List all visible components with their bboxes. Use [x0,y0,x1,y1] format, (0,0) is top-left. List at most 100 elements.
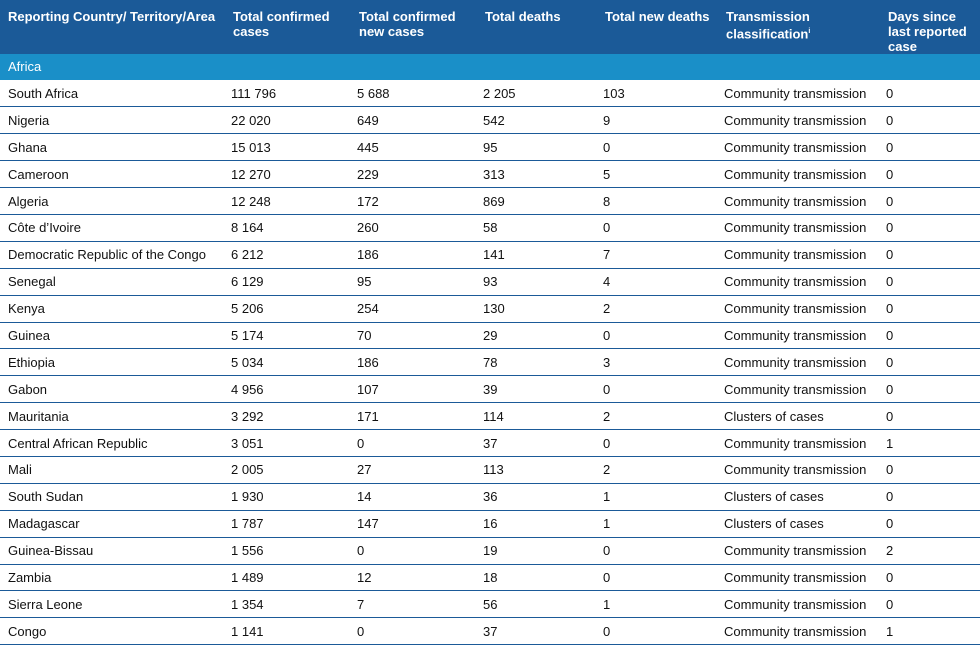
cell-days-since-last-case: 1 [880,429,980,457]
header-transmission-classification: Transmission classificationi [718,0,880,54]
cell-total-confirmed-cases: 15 013 [225,133,351,162]
cell-total-confirmed-new-cases: 0 [351,537,477,565]
cell-total-confirmed-cases: 6 212 [225,241,351,269]
cell-total-new-deaths: 7 [597,241,718,269]
cell-days-since-last-case: 0 [880,106,980,135]
cell-transmission-classification: Community transmission [718,106,880,135]
footnote-marker: i [808,28,811,35]
cell-total-new-deaths: 5 [597,160,718,189]
cell-total-deaths: 141 [477,241,597,269]
cell-transmission-classification: Community transmission [718,214,880,242]
cell-country: Ethiopia [0,348,225,377]
cell-total-confirmed-cases: 1 930 [225,483,351,511]
cell-total-new-deaths: 103 [597,80,718,108]
cell-transmission-classification: Community transmission [718,322,880,350]
header-total-confirmed-new-cases: Total confirmed new cases [351,0,477,54]
cell-transmission-classification: Community transmission [718,80,880,108]
cell-total-confirmed-new-cases: 445 [351,133,477,162]
cell-days-since-last-case: 0 [880,241,980,269]
cell-total-confirmed-cases: 4 956 [225,375,351,404]
cell-transmission-classification: Community transmission [718,429,880,457]
cell-transmission-classification: Community transmission [718,268,880,296]
cell-total-confirmed-new-cases: 147 [351,510,477,538]
cell-total-deaths: 95 [477,133,597,162]
cell-total-new-deaths: 0 [597,375,718,404]
cell-total-confirmed-new-cases: 27 [351,456,477,484]
cell-total-new-deaths: 2 [597,402,718,431]
cell-total-confirmed-new-cases: 5 688 [351,80,477,108]
table-row: Ethiopia 5 034 186 78 3 Community transmissio… [0,348,980,377]
cell-transmission-classification: Community transmission [718,375,880,404]
table-row: Mali 2 005 27 113 2 Community transmission 0 [0,456,980,484]
cell-days-since-last-case: 0 [880,322,980,350]
cell-total-confirmed-cases: 22 020 [225,106,351,135]
cell-total-confirmed-new-cases: 186 [351,348,477,377]
cell-total-new-deaths: 1 [597,510,718,538]
cell-total-confirmed-new-cases: 172 [351,187,477,215]
cell-total-deaths: 78 [477,348,597,377]
cell-total-confirmed-cases: 1 141 [225,617,351,645]
cell-days-since-last-case: 0 [880,80,980,108]
cell-total-confirmed-new-cases: 12 [351,564,477,592]
cell-country: Algeria [0,187,225,215]
cell-transmission-classification: Community transmission [718,241,880,269]
cell-total-confirmed-cases: 3 292 [225,402,351,431]
cell-country: Gabon [0,375,225,404]
cell-transmission-classification: Community transmission [718,537,880,565]
cell-total-new-deaths: 2 [597,295,718,323]
cell-total-deaths: 58 [477,214,597,242]
cell-total-confirmed-new-cases: 14 [351,483,477,511]
cell-country: Madagascar [0,510,225,538]
cell-total-new-deaths: 0 [597,617,718,645]
cell-total-deaths: 2 205 [477,80,597,108]
table-row: Ghana 15 013 445 95 0 Community transmission 0 [0,133,980,162]
cell-total-confirmed-cases: 1 489 [225,564,351,592]
cell-total-new-deaths: 1 [597,590,718,619]
cell-total-new-deaths: 1 [597,483,718,511]
table-row: Central African Republic 3 051 0 37 0 Communi… [0,429,980,457]
header-days-since-last-case: Days since last reported case [880,0,980,54]
cell-total-confirmed-cases: 2 005 [225,456,351,484]
cell-total-new-deaths: 0 [597,322,718,350]
cell-country: Guinea-Bissau [0,537,225,565]
cell-total-confirmed-cases: 5 034 [225,348,351,377]
cell-country: Cameroon [0,160,225,189]
cell-total-deaths: 39 [477,375,597,404]
cell-total-confirmed-new-cases: 229 [351,160,477,189]
table-row: Mauritania 3 292 171 114 2 Clusters of cases 0 [0,402,980,431]
cell-transmission-classification: Community transmission [718,590,880,619]
table-row: Gabon 4 956 107 39 0 Community transmission 0 [0,375,980,404]
cell-days-since-last-case: 0 [880,348,980,377]
cell-total-deaths: 113 [477,456,597,484]
cell-total-new-deaths: 9 [597,106,718,135]
cell-total-deaths: 56 [477,590,597,619]
cell-total-confirmed-new-cases: 0 [351,617,477,645]
cell-total-confirmed-new-cases: 95 [351,268,477,296]
cell-total-confirmed-new-cases: 186 [351,241,477,269]
cell-country: Mauritania [0,402,225,431]
cell-total-confirmed-cases: 1 787 [225,510,351,538]
cell-total-new-deaths: 0 [597,133,718,162]
cell-total-deaths: 19 [477,537,597,565]
cell-country: Guinea [0,322,225,350]
cell-total-new-deaths: 8 [597,187,718,215]
cell-transmission-classification: Clusters of cases [718,483,880,511]
table-row: Zambia 1 489 12 18 0 Community transmission 0 [0,564,980,592]
table-row: Democratic Republic of the Congo 6 212 186… [0,241,980,269]
cell-total-deaths: 313 [477,160,597,189]
cell-total-confirmed-cases: 3 051 [225,429,351,457]
cell-total-confirmed-new-cases: 107 [351,375,477,404]
cell-country: Nigeria [0,106,225,135]
cell-transmission-classification: Clusters of cases [718,402,880,431]
cell-total-confirmed-new-cases: 70 [351,322,477,350]
cell-total-confirmed-cases: 5 206 [225,295,351,323]
table-row: Nigeria 22 020 649 542 9 Community transmissi… [0,106,980,135]
cell-days-since-last-case: 1 [880,617,980,645]
cell-total-new-deaths: 0 [597,429,718,457]
cell-total-confirmed-cases: 1 556 [225,537,351,565]
table-row: Guinea 5 174 70 29 0 Community transmission 0 [0,322,980,350]
cell-total-new-deaths: 2 [597,456,718,484]
cell-transmission-classification: Community transmission [718,160,880,189]
cell-total-confirmed-cases: 8 164 [225,214,351,242]
cell-total-confirmed-new-cases: 260 [351,214,477,242]
